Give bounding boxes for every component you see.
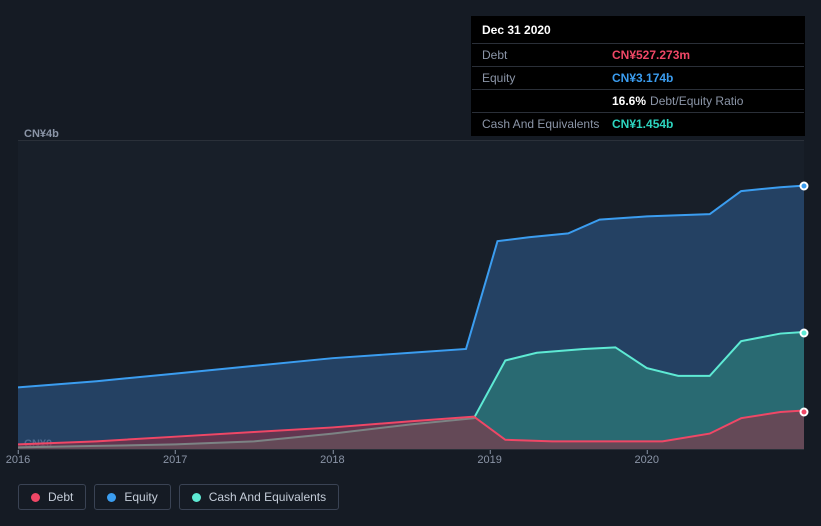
legend: Debt Equity Cash And Equivalents xyxy=(18,484,339,510)
x-axis-tick: 2016 xyxy=(6,454,30,466)
tooltip-row-label: Cash And Equivalents xyxy=(482,117,612,131)
tooltip-row: DebtCN¥527.273m xyxy=(472,44,804,67)
chart-area: CN¥4bCN¥0 20162017201820192020 xyxy=(18,120,804,480)
tooltip-row-value: CN¥3.174b xyxy=(612,71,673,85)
y-axis-label: CN¥4b xyxy=(24,128,59,140)
legend-item-label: Cash And Equivalents xyxy=(209,490,326,504)
legend-dot-icon xyxy=(192,493,201,502)
tooltip-date: Dec 31 2020 xyxy=(472,17,804,44)
tooltip-row-value: 16.6%Debt/Equity Ratio xyxy=(612,94,743,108)
x-axis-tick: 2017 xyxy=(163,454,187,466)
plot-region[interactable] xyxy=(18,140,804,450)
x-axis-tick: 2018 xyxy=(320,454,344,466)
series-end-marker xyxy=(800,408,809,417)
tooltip-row: Cash And EquivalentsCN¥1.454b xyxy=(472,113,804,135)
tooltip-row-label xyxy=(482,94,612,108)
legend-dot-icon xyxy=(107,493,116,502)
series-end-marker xyxy=(800,329,809,338)
tooltip-row: EquityCN¥3.174b xyxy=(472,67,804,90)
x-axis-tick: 2019 xyxy=(477,454,501,466)
tooltip-row-sub: Debt/Equity Ratio xyxy=(650,94,743,108)
legend-item-debt[interactable]: Debt xyxy=(18,484,86,510)
data-tooltip: Dec 31 2020 DebtCN¥527.273mEquityCN¥3.17… xyxy=(471,16,805,136)
tooltip-row: 16.6%Debt/Equity Ratio xyxy=(472,90,804,113)
tooltip-row-value: CN¥527.273m xyxy=(612,48,690,62)
x-axis: 20162017201820192020 xyxy=(18,452,804,472)
series-end-marker xyxy=(800,181,809,190)
legend-item-label: Equity xyxy=(124,490,157,504)
x-axis-tick: 2020 xyxy=(635,454,659,466)
tooltip-row-label: Debt xyxy=(482,48,612,62)
legend-item-label: Debt xyxy=(48,490,73,504)
legend-item-equity[interactable]: Equity xyxy=(94,484,170,510)
tooltip-row-label: Equity xyxy=(482,71,612,85)
legend-dot-icon xyxy=(31,493,40,502)
legend-item-cash-and-equivalents[interactable]: Cash And Equivalents xyxy=(179,484,339,510)
tooltip-row-value: CN¥1.454b xyxy=(612,117,673,131)
